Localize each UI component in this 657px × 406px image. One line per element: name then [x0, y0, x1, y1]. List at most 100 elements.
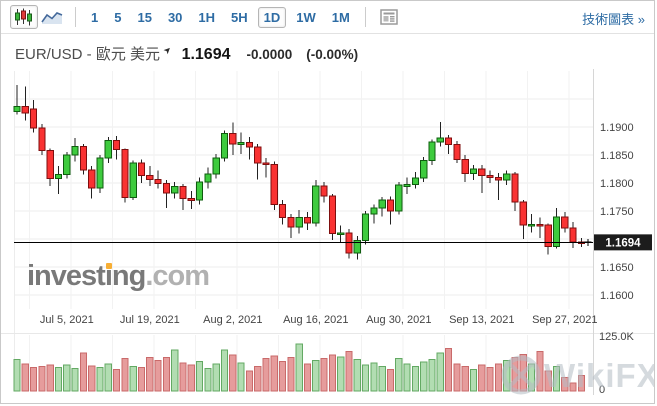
pair-title: EUR/USD - 歐元 美元 [15, 46, 161, 63]
candle [445, 137, 453, 145]
svg-text:Aug 30, 2021: Aug 30, 2021 [366, 314, 431, 326]
svg-text:Sep 27, 2021: Sep 27, 2021 [532, 314, 597, 326]
candle [528, 223, 536, 227]
svg-text:1.1694: 1.1694 [605, 237, 641, 249]
svg-text:1.1900: 1.1900 [600, 122, 634, 134]
candle [287, 217, 295, 228]
candle [63, 154, 71, 176]
candle [436, 137, 444, 143]
candlestick-chart-type-button[interactable] [10, 5, 38, 29]
candle [486, 175, 494, 178]
candle [179, 185, 187, 200]
candle [478, 168, 486, 177]
candle [519, 201, 527, 226]
technical-chart-link[interactable]: 技術圖表 » [582, 12, 645, 27]
price-change-percent: (-0.00%) [306, 47, 359, 62]
toolbar-divider [75, 7, 76, 27]
candlestick-icon [15, 8, 32, 26]
svg-text:Aug 2, 2021: Aug 2, 2021 [203, 314, 262, 326]
candle [569, 227, 577, 243]
candle [295, 217, 303, 228]
candle [38, 127, 46, 152]
candle [544, 224, 552, 247]
svg-text:Jul 19, 2021: Jul 19, 2021 [120, 314, 180, 326]
candle [13, 105, 21, 112]
candle [428, 141, 436, 162]
last-price: 1.1694 [181, 46, 231, 63]
candle [146, 175, 154, 181]
candle [137, 162, 146, 177]
candle [320, 185, 328, 197]
news-panel-icon [380, 9, 398, 25]
timeframe-button-1D[interactable]: 1D [257, 6, 287, 28]
candle [503, 173, 511, 181]
current-price-line [14, 238, 593, 246]
candle [204, 173, 212, 183]
price-chart-canvas[interactable]: 1.1900 1.1850 1.1800 1.1750 1.1650 1.1600 125.… [1, 69, 655, 404]
svg-text:1.1850: 1.1850 [600, 150, 634, 162]
svg-text:125.0K: 125.0K [599, 331, 635, 343]
price-axis-labels: 1.1900 1.1850 1.1800 1.1750 1.1650 1.1600 [600, 122, 634, 302]
candle [378, 199, 386, 209]
candle [552, 216, 561, 247]
candle [337, 232, 345, 235]
date-axis-labels: Jul 5, 2021 Jul 19, 2021 Aug 2, 2021 Aug 16… [40, 314, 598, 326]
candle [212, 157, 220, 175]
candle [420, 160, 428, 179]
candle [46, 150, 54, 180]
line-chart-icon [41, 12, 63, 24]
candle [536, 223, 544, 227]
chart-toolbar: 1 5 15 30 1H 5H 1D 1W 1M 技術圖表 » [1, 1, 654, 34]
candle [162, 183, 171, 194]
candle [453, 143, 461, 160]
timeframe-button-5[interactable]: 5 [108, 7, 127, 28]
toolbar-divider [364, 7, 366, 27]
candle [187, 198, 195, 201]
candle [196, 181, 204, 201]
candle [154, 179, 162, 185]
line-chart-type-button[interactable] [38, 5, 66, 29]
candle [370, 207, 378, 215]
candle [129, 162, 137, 199]
timeframe-button-15[interactable]: 15 [131, 7, 157, 28]
news-panel-button[interactable] [375, 5, 403, 29]
candle [303, 217, 312, 224]
candles [13, 85, 585, 260]
candle [362, 213, 370, 242]
candle [494, 176, 502, 181]
wikifx-watermark: WikiFX [501, 355, 655, 395]
timeframe-button-30[interactable]: 30 [162, 7, 188, 28]
candle [113, 139, 121, 150]
candle [279, 203, 287, 219]
investing-logo-text: invest [27, 260, 106, 292]
candle [88, 169, 96, 189]
candle [96, 157, 104, 189]
candle [171, 185, 179, 194]
svg-text:1.1600: 1.1600 [600, 290, 634, 302]
svg-text:1.1750: 1.1750 [600, 206, 634, 218]
investing-logo-tld: .com [145, 260, 210, 292]
candle [262, 162, 270, 166]
candle [403, 184, 411, 187]
svg-text:Aug 16, 2021: Aug 16, 2021 [283, 314, 348, 326]
timeframe-button-1[interactable]: 1 [85, 7, 104, 28]
candle [220, 133, 229, 159]
price-change: -0.0000 [246, 47, 293, 62]
timeframe-button-1W[interactable]: 1W [290, 7, 322, 28]
candle [71, 146, 79, 156]
candle [237, 142, 245, 145]
volume-axis-labels: 125.0K 0 [599, 331, 635, 396]
timeframe-button-1M[interactable]: 1M [326, 7, 356, 28]
candle [561, 216, 569, 229]
svg-text:WikiFX: WikiFX [544, 357, 655, 394]
candle [386, 199, 395, 212]
current-price-badge: 1.1694 [594, 234, 652, 251]
candle [54, 174, 63, 180]
candle [469, 168, 478, 174]
candle [312, 185, 320, 224]
timeframe-button-5H[interactable]: 5H [225, 7, 254, 28]
candle [395, 184, 403, 212]
candle [328, 195, 336, 234]
timeframe-button-1H[interactable]: 1H [192, 7, 221, 28]
